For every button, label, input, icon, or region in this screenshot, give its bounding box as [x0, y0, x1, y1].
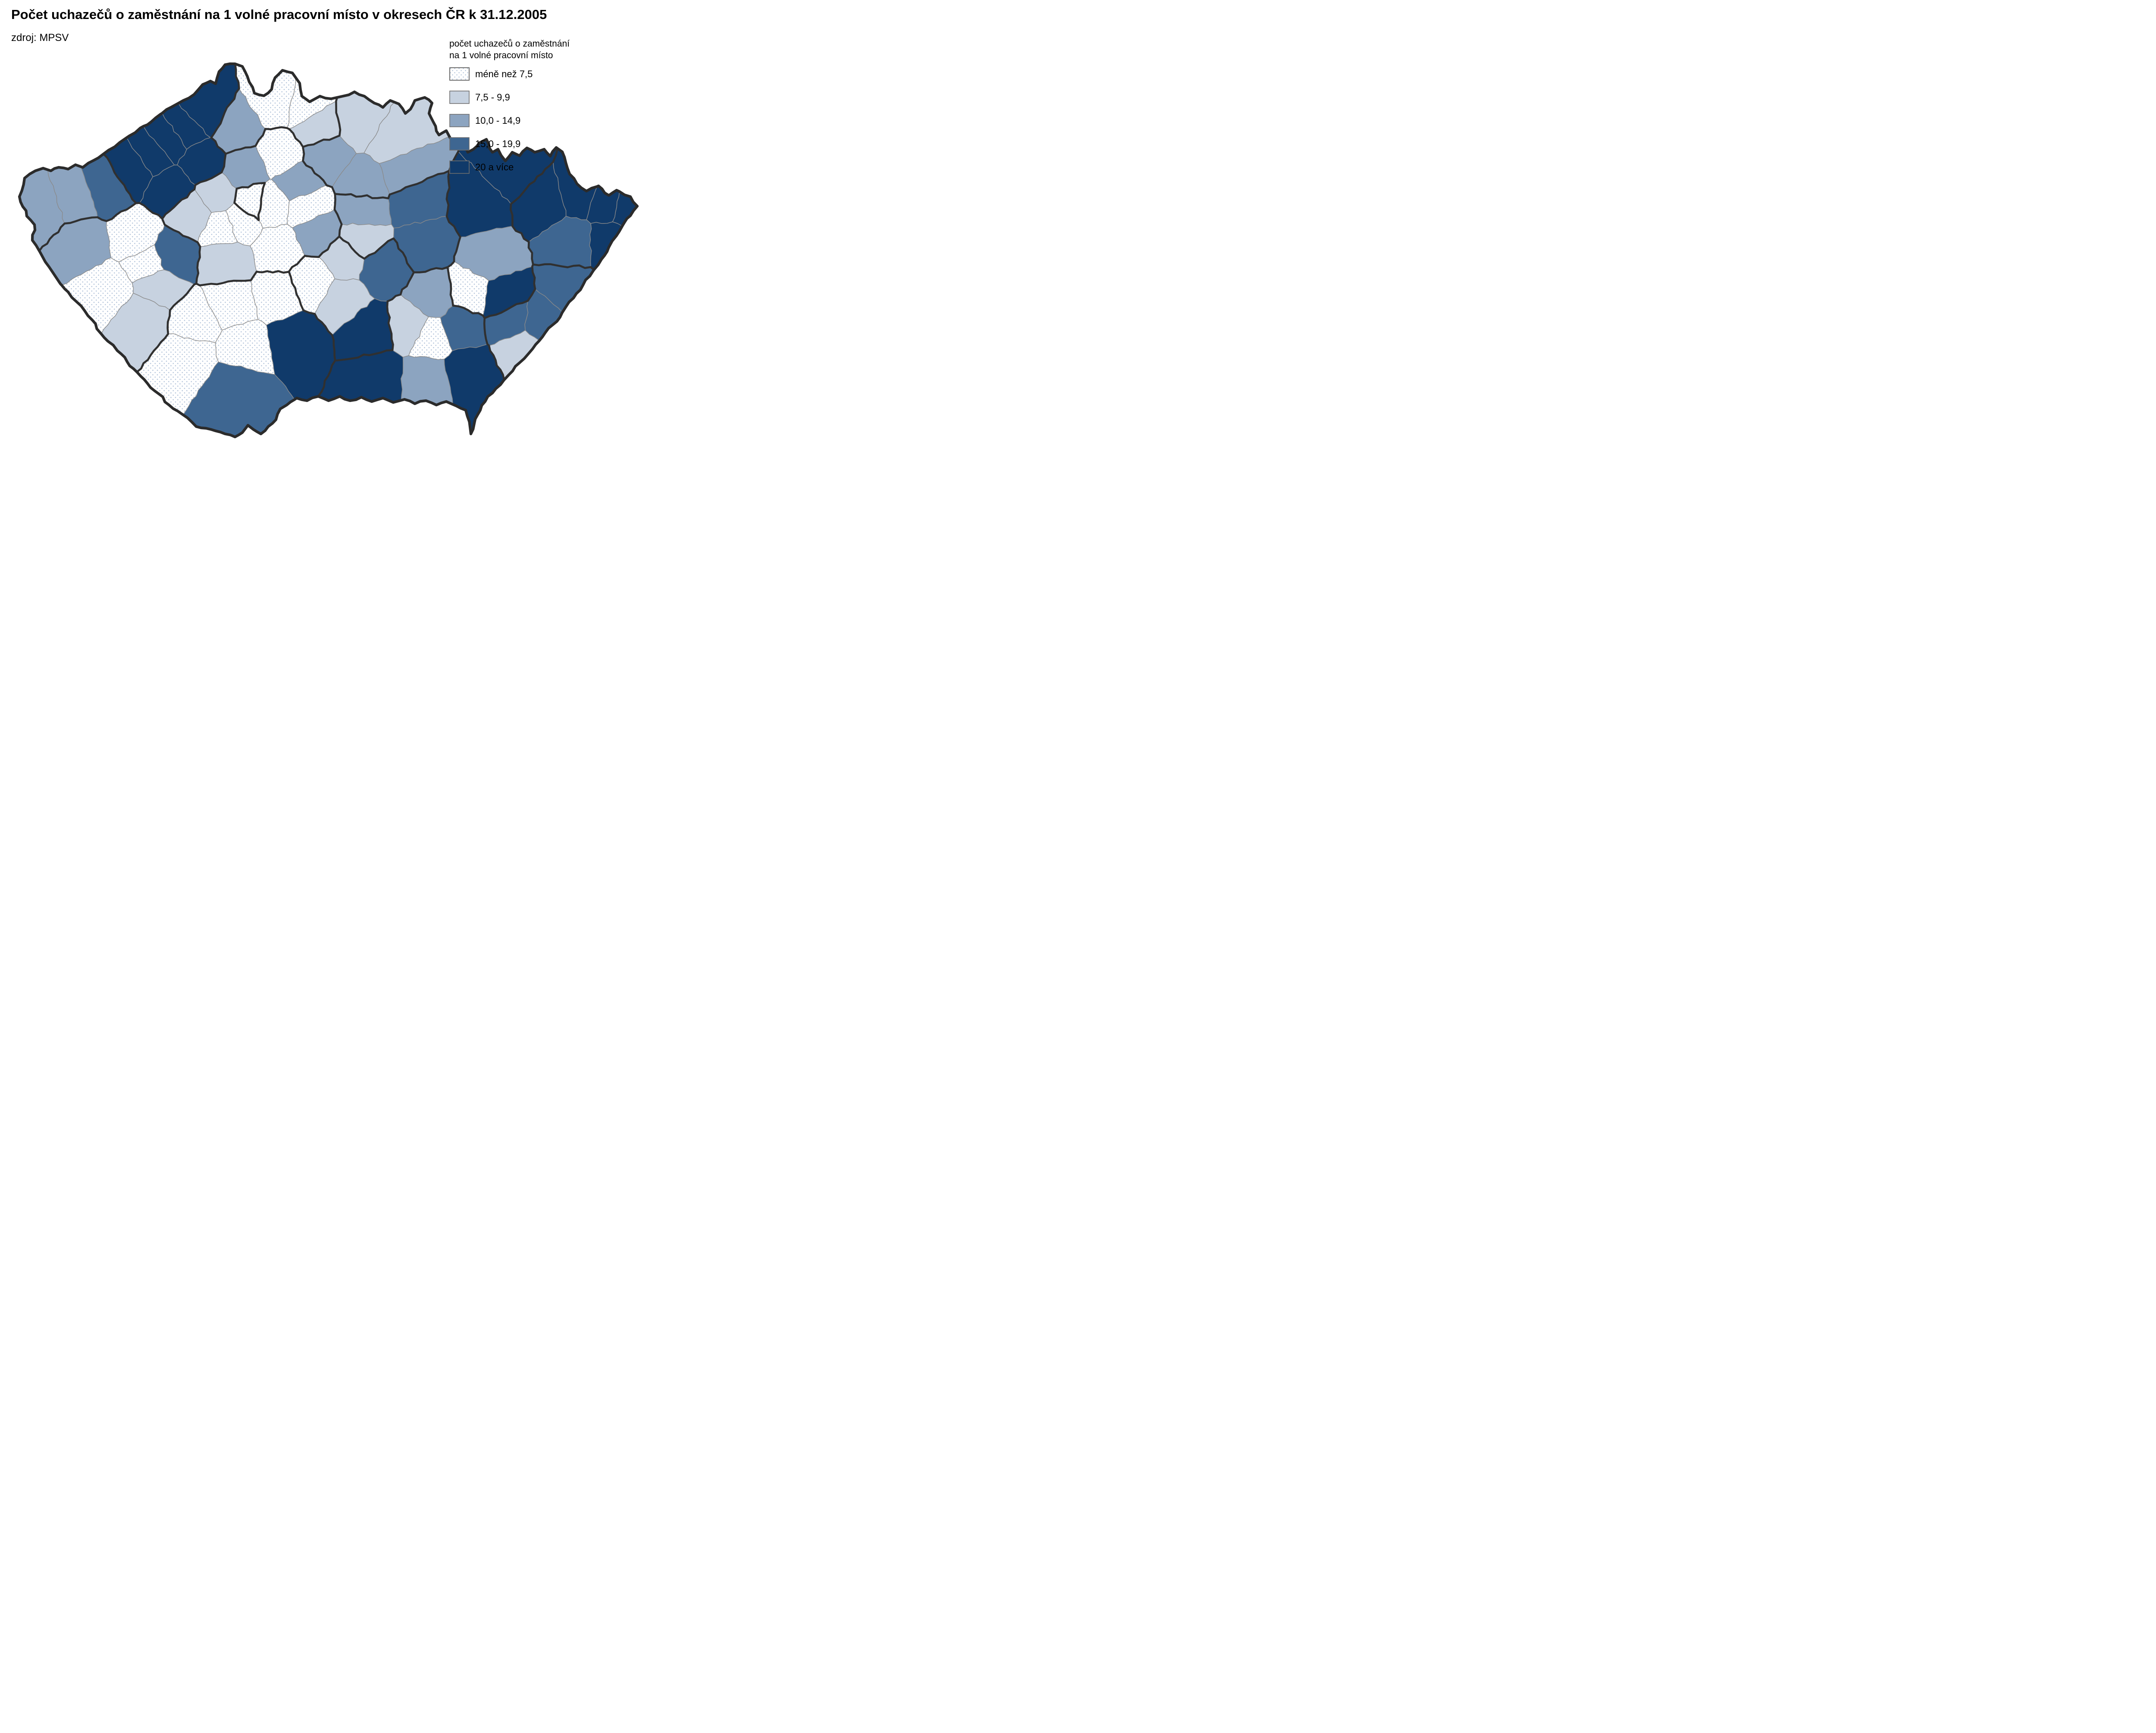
- district-pribram: [196, 242, 257, 286]
- legend-label-1: 7,5 - 9,9: [475, 91, 510, 103]
- legend-items: méně než 7,5 7,5 - 9,9 10,0 - 14,9 15,0 - 1…: [449, 67, 570, 174]
- map-figure: Počet uchazečů o zaměstnání na 1 volné p…: [0, 0, 676, 460]
- district-beroun: [197, 210, 238, 247]
- district-frydek-mistek: [589, 221, 623, 270]
- legend-item-1: 7,5 - 9,9: [449, 91, 570, 104]
- legend-label-2: 10,0 - 14,9: [475, 115, 521, 126]
- district-tabor: [251, 271, 304, 325]
- district-liberec: [235, 64, 296, 129]
- district-pelhrimov: [289, 256, 335, 314]
- legend-swatch-2: [449, 114, 470, 127]
- legend-item-4: 20 a více: [449, 160, 570, 174]
- district-brno-mesto: [408, 317, 453, 360]
- legend-title: počet uchazečů o zaměstnání na 1 volné p…: [449, 38, 570, 61]
- choropleth-map: [18, 62, 639, 439]
- legend-item-2: 10,0 - 14,9: [449, 114, 570, 127]
- region-borders: [38, 63, 595, 398]
- district-prostejov: [448, 261, 489, 316]
- district-praha-zapad: [226, 203, 263, 246]
- district-plzen-sever: [106, 203, 165, 262]
- legend-label-3: 15,0 - 19,9: [475, 138, 521, 149]
- district-pisek: [200, 280, 258, 330]
- legend-swatch-3: [449, 137, 470, 151]
- district-strakonice: [167, 283, 222, 343]
- district-pardubice: [334, 194, 392, 226]
- legend-title-line2: na 1 volné pracovní místo: [449, 50, 553, 60]
- legend-label-4: 20 a více: [475, 161, 514, 173]
- district-praha: [234, 183, 265, 220]
- legend: počet uchazečů o zaměstnání na 1 volné p…: [449, 38, 570, 184]
- legend-item-3: 15,0 - 19,9: [449, 137, 570, 151]
- district-mlada-boleslav: [255, 127, 304, 179]
- source-label: zdroj: MPSV: [11, 32, 69, 44]
- legend-swatch-1: [449, 91, 470, 104]
- district-borders: [47, 77, 623, 415]
- district-benesov: [250, 224, 305, 273]
- district-domazlice: [62, 257, 134, 334]
- page-title: Počet uchazečů o zaměstnání na 1 volné p…: [11, 7, 547, 22]
- legend-label-0: méně než 7,5: [475, 68, 533, 79]
- legend-title-line1: počet uchazečů o zaměstnání: [449, 39, 570, 49]
- district-ceske-budejovice: [215, 319, 275, 375]
- legend-swatch-4: [449, 160, 470, 174]
- district-praha-vychod: [258, 179, 290, 229]
- legend-item-0: méně než 7,5: [449, 67, 570, 81]
- district-prachatice: [137, 333, 219, 415]
- district-plzen-mesto: [119, 245, 164, 283]
- legend-swatch-0: [449, 67, 470, 81]
- country-border: [18, 62, 639, 439]
